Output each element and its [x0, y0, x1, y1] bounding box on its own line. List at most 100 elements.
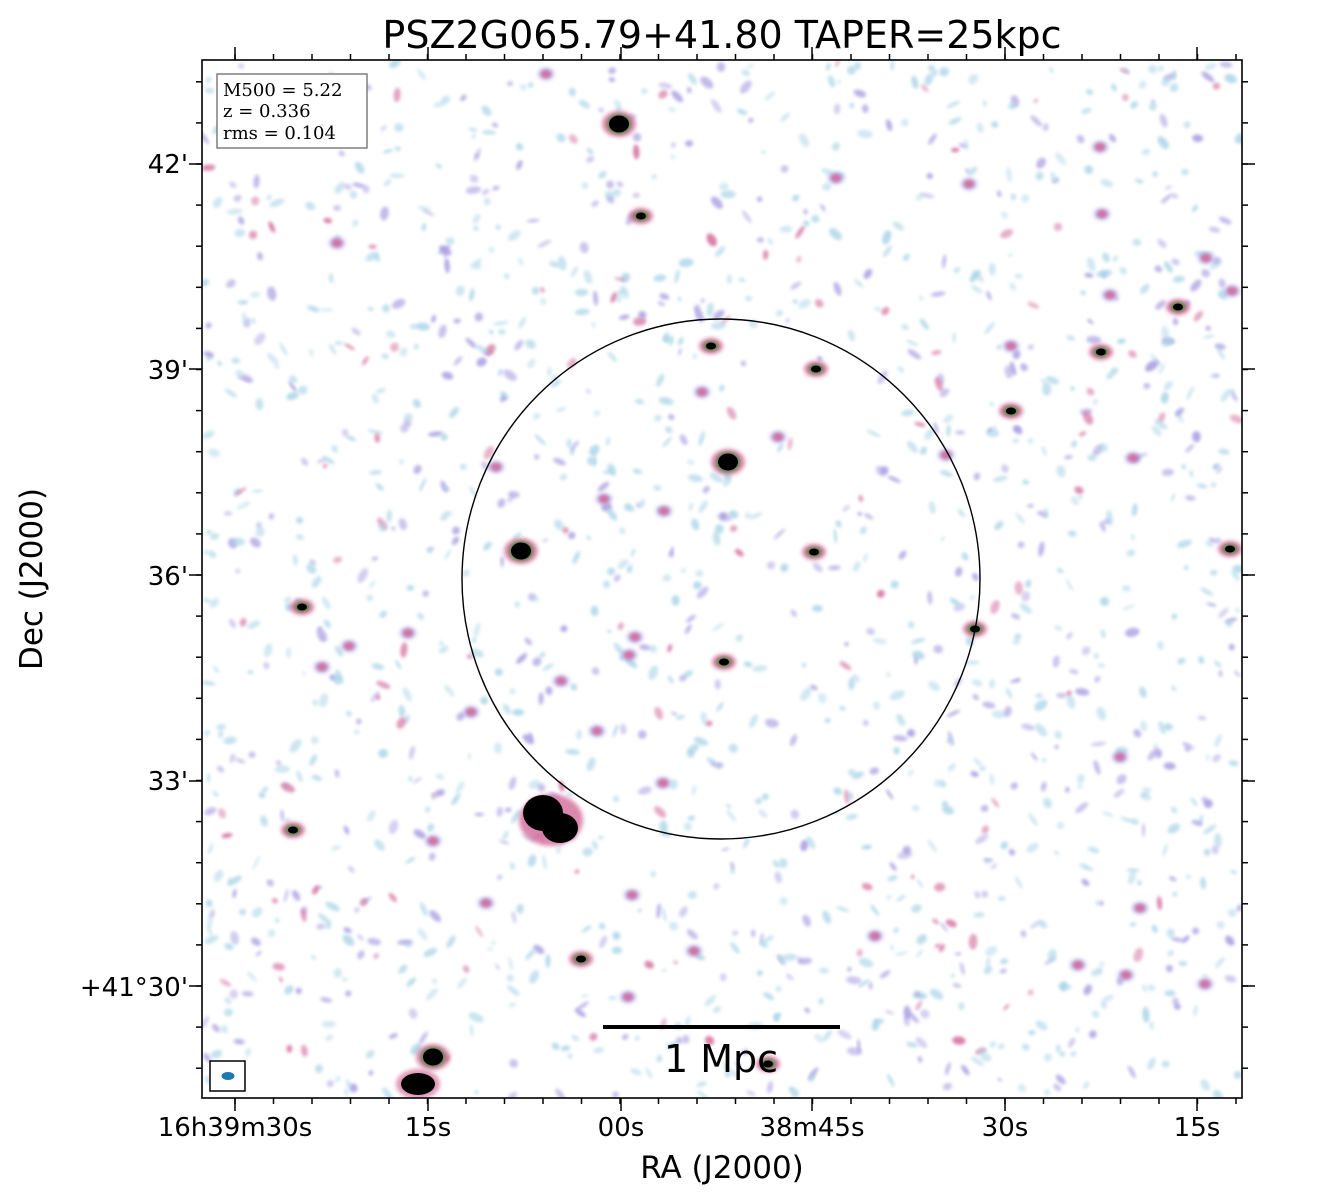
- noise-blob: [518, 317, 526, 329]
- noise-blob: [593, 1047, 605, 1054]
- noise-blob: [762, 249, 769, 260]
- noise-blob: [1142, 1006, 1150, 1023]
- noise-blob: [1217, 349, 1226, 360]
- noise-blob: [1161, 1060, 1170, 1068]
- noise-blob: [1231, 571, 1240, 581]
- noise-blob: [333, 968, 342, 979]
- noise-blob: [1218, 670, 1223, 677]
- noise-blob: [608, 77, 616, 82]
- noise-blob: [1111, 367, 1119, 374]
- noise-blob: [540, 286, 545, 293]
- noise-blob: [887, 475, 902, 483]
- noise-blob: [394, 146, 402, 152]
- noise-blob: [619, 527, 626, 535]
- noise-blob: [684, 624, 692, 635]
- noise-blob: [606, 508, 618, 521]
- noise-blob: [326, 1080, 334, 1088]
- radio-source: [504, 538, 538, 564]
- noise-blob: [334, 182, 345, 194]
- noise-blob: [373, 953, 379, 959]
- noise-blob: [693, 581, 702, 590]
- plot-frame: [201, 59, 1243, 1099]
- noise-blob: [716, 62, 726, 72]
- noise-blob: [687, 474, 703, 483]
- noise-blob: [202, 279, 210, 287]
- noise-blob: [1014, 425, 1021, 432]
- noise-blob: [678, 675, 687, 682]
- noise-blob: [915, 949, 923, 958]
- noise-blob: [749, 714, 758, 728]
- noise-blob: [295, 987, 302, 995]
- noise-blob: [861, 883, 873, 891]
- noise-blob: [651, 174, 657, 180]
- noise-blob: [938, 943, 945, 953]
- noise-blob: [224, 388, 238, 398]
- noise-blob: [556, 133, 566, 143]
- noise-blob: [1230, 391, 1238, 402]
- noise-blob: [957, 508, 966, 518]
- noise-blob: [218, 729, 224, 739]
- noise-blob: [873, 638, 887, 644]
- noise-blob: [390, 342, 399, 352]
- noise-blob: [456, 712, 465, 721]
- noise-blob: [368, 1070, 374, 1076]
- noise-blob: [656, 1055, 663, 1063]
- noise-blob: [1020, 363, 1028, 372]
- noise-blob: [886, 672, 891, 678]
- noise-blob: [1192, 927, 1200, 935]
- noise-blob: [376, 680, 391, 689]
- noise-blob: [633, 317, 647, 326]
- noise-blob: [1161, 194, 1172, 204]
- noise-blob: [1035, 1020, 1048, 1031]
- noise-blob: [268, 221, 276, 233]
- noise-blob: [654, 806, 667, 818]
- noise-blob: [1211, 845, 1219, 855]
- noise-blob: [400, 642, 408, 658]
- noise-blob: [320, 308, 333, 312]
- noise-blob: [202, 680, 216, 686]
- noise-blob: [934, 943, 940, 948]
- noise-blob: [954, 952, 962, 956]
- noise-blob: [378, 522, 387, 532]
- noise-blob: [229, 989, 239, 999]
- noise-blob: [388, 1033, 398, 1039]
- noise-blob: [630, 1068, 642, 1076]
- noise-blob: [1008, 253, 1013, 257]
- noise-blob: [292, 554, 298, 566]
- noise-blob: [508, 776, 517, 790]
- noise-blob: [1126, 549, 1136, 557]
- noise-blob: [279, 342, 288, 356]
- noise-blob: [802, 662, 807, 668]
- noise-blob: [1082, 411, 1094, 425]
- noise-blob: [1141, 823, 1146, 837]
- noise-blob: [241, 373, 254, 383]
- noise-blob: [764, 718, 779, 728]
- noise-blob: [398, 964, 408, 974]
- noise-blob: [892, 735, 908, 742]
- noise-blob: [1087, 454, 1097, 461]
- noise-blob: [1205, 325, 1211, 331]
- noise-blob: [648, 665, 659, 680]
- noise-blob: [677, 296, 682, 302]
- noise-blob: [972, 270, 985, 283]
- noise-blob: [1080, 290, 1086, 296]
- noise-blob: [1157, 641, 1164, 650]
- noise-blob: [291, 890, 301, 901]
- noise-blob: [930, 69, 938, 77]
- noise-blob: [1120, 816, 1134, 823]
- noise-blob: [482, 130, 496, 135]
- noise-blob: [1068, 1037, 1076, 1048]
- noise-blob: [847, 65, 856, 75]
- radio-source: [553, 675, 569, 687]
- noise-blob: [900, 118, 909, 127]
- noise-blob: [268, 513, 275, 520]
- noise-blob: [300, 457, 309, 466]
- noise-blob: [321, 596, 331, 610]
- noise-blob: [371, 393, 379, 404]
- noise-blob: [221, 832, 233, 839]
- noise-blob: [1205, 62, 1217, 71]
- noise-blob: [1064, 454, 1073, 460]
- noise-blob: [1028, 1030, 1036, 1036]
- noise-blob: [267, 286, 277, 301]
- noise-blob: [452, 537, 460, 542]
